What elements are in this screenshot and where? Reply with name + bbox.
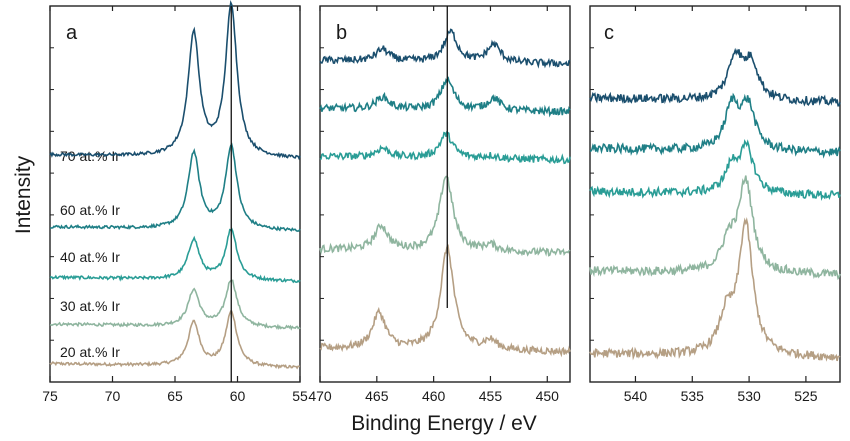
- y-axis-title: Intensity: [12, 155, 35, 234]
- x-tick-label-c-2: 530: [737, 388, 761, 404]
- sample-label-70: 70 at.% Ir: [60, 148, 120, 164]
- plot-layer: 75 70 65 60 55 470 465 460 455 450 540 535 530 525: [42, 0, 841, 404]
- x-tick-label-b-4: 450: [536, 388, 560, 404]
- spectrum-a-20-at-ir: [49, 310, 301, 370]
- x-tick-label-a-4: 55: [292, 388, 308, 404]
- spectrum-a-70-at-ir: [49, 0, 301, 161]
- panel-c-frame: [589, 5, 841, 383]
- panel-b-frame: [319, 5, 571, 383]
- spectrum-b-20-at-ir: [319, 244, 571, 358]
- spectrum-a-40-at-ir: [49, 227, 301, 284]
- x-tick-label-b-1: 465: [365, 388, 389, 404]
- x-tick-label-c-1: 535: [681, 388, 705, 404]
- x-tick-label-b-2: 460: [422, 388, 446, 404]
- spectrum-a-60-at-ir: [50, 142, 301, 232]
- spectrum-c-30-at-ir: [589, 175, 841, 281]
- spectrum-b-40-at-ir: [319, 130, 571, 165]
- spectrum-c-40-at-ir: [589, 139, 841, 201]
- panel-label-a: a: [66, 22, 78, 44]
- spectrum-c-20-at-ir: [589, 216, 841, 362]
- x-tick-label-a-1: 70: [105, 388, 121, 404]
- spectrum-b-30-at-ir: [319, 175, 571, 257]
- x-tick-label-a-0: 75: [42, 388, 58, 404]
- x-tick-label-c-0: 540: [624, 388, 648, 404]
- x-tick-label-a-3: 60: [230, 388, 246, 404]
- spectrum-a-30-at-ir: [49, 279, 301, 331]
- x-tick-label-b-3: 455: [479, 388, 503, 404]
- sample-label-30: 30 at.% Ir: [60, 298, 120, 314]
- panel-label-b: b: [336, 22, 347, 44]
- x-tick-label-c-3: 525: [794, 388, 818, 404]
- spectrum-b-70-at-ir: [319, 28, 571, 69]
- x-tick-label-b-0: 470: [308, 388, 332, 404]
- spectrum-b-60-at-ir: [319, 76, 571, 118]
- spectrum-c-70-at-ir: [589, 47, 841, 107]
- spectrum-c-60-at-ir: [589, 92, 841, 159]
- panel-label-c: c: [604, 22, 614, 44]
- x-tick-label-a-2: 65: [167, 388, 183, 404]
- sample-label-60: 60 at.% Ir: [60, 202, 120, 218]
- sample-label-40: 40 at.% Ir: [60, 249, 120, 265]
- x-axis-title: Binding Energy / eV: [351, 412, 537, 435]
- sample-label-20: 20 at.% Ir: [60, 344, 120, 360]
